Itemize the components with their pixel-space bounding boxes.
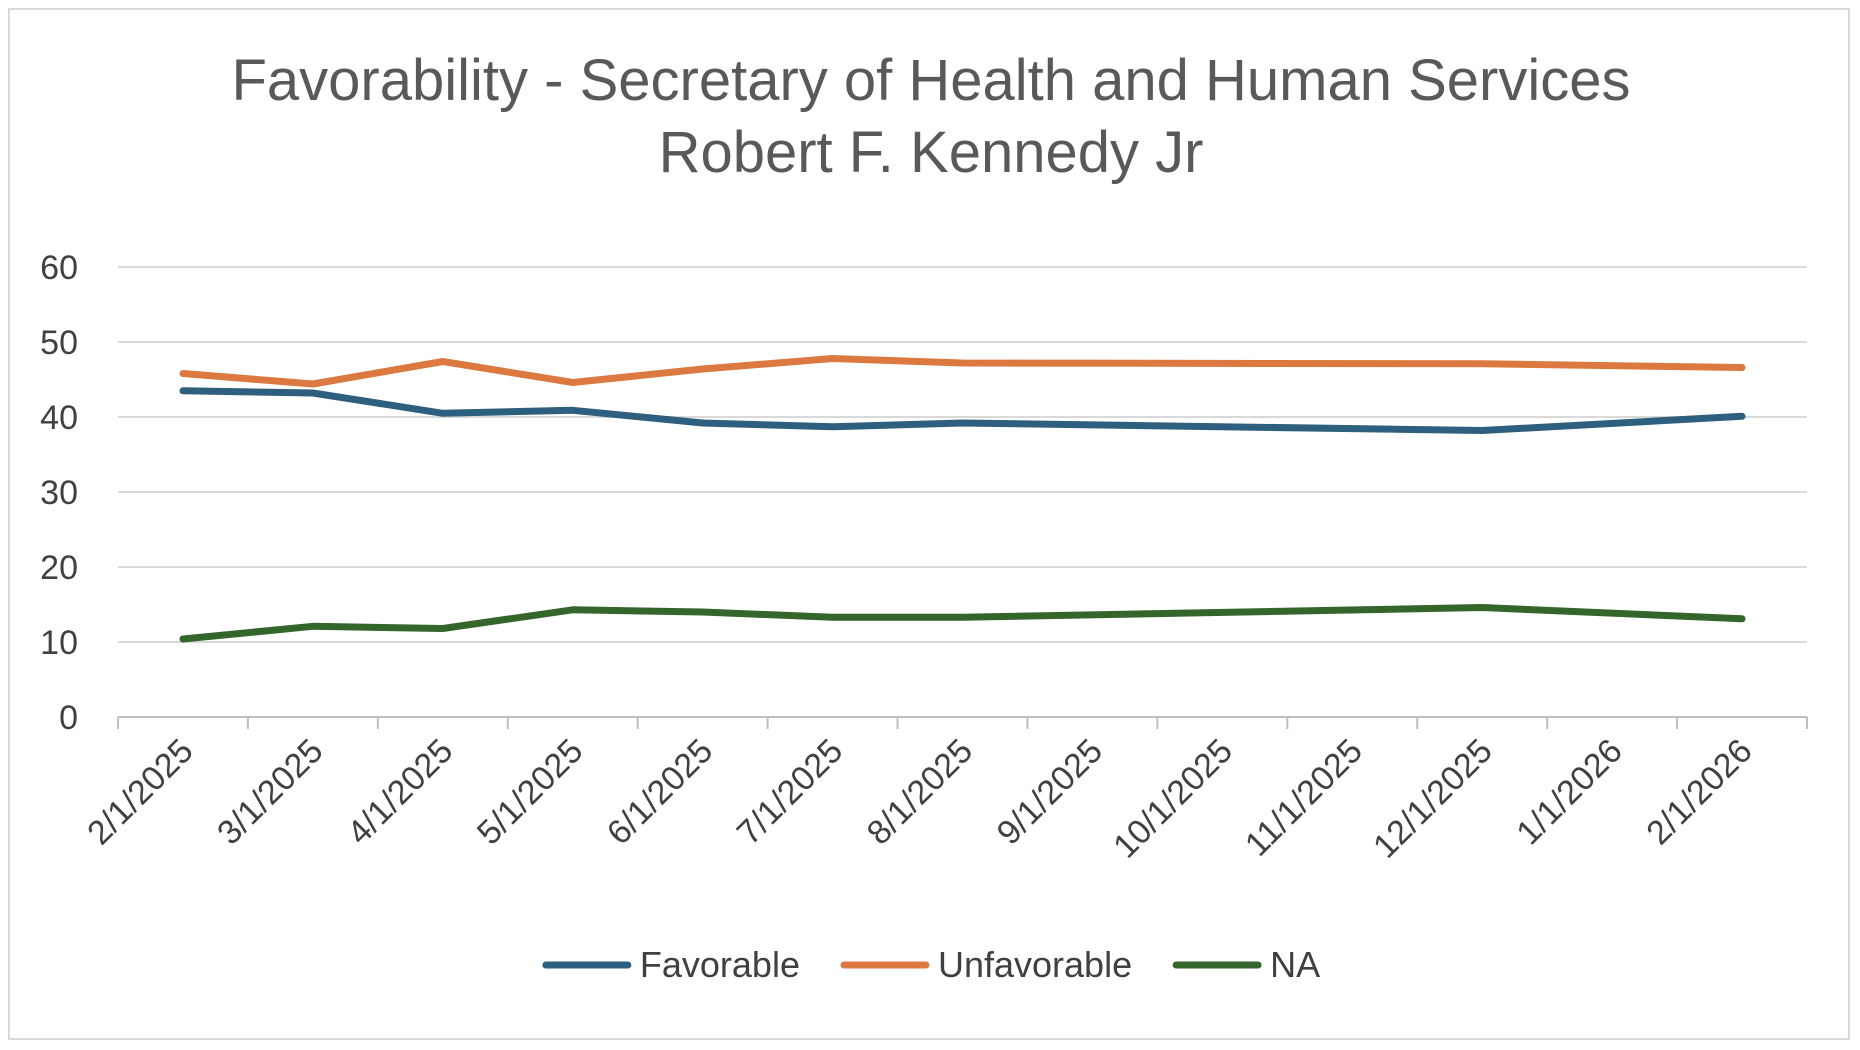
legend: Favorable Unfavorable NA [542, 944, 1320, 985]
x-tick-label: 7/1/2025 [730, 732, 850, 852]
series-lines [179, 355, 1746, 643]
x-axis [117, 716, 1808, 729]
legend-label: Unfavorable [938, 944, 1132, 985]
legend-item-na: NA [1172, 944, 1320, 985]
series-line-favorable [179, 387, 1746, 434]
x-tick-label: 5/1/2025 [470, 732, 590, 852]
x-tick-label: 10/1/2025 [1106, 732, 1240, 866]
y-tick-label-30: 30 [40, 474, 78, 512]
y-tick-label-20: 20 [40, 549, 78, 587]
legend-item-favorable: Favorable [542, 944, 800, 985]
gridlines [118, 266, 1807, 643]
x-tick-label: 9/1/2025 [990, 732, 1110, 852]
x-tick-label: 11/1/2025 [1238, 732, 1370, 864]
x-tick-label: 2/1/2025 [80, 732, 200, 852]
chart-title: Favorability - Secretary of Health and H… [231, 48, 1630, 185]
series-line-na [179, 604, 1746, 643]
y-tick-label-0: 0 [59, 699, 78, 737]
legend-item-unfavorable: Unfavorable [840, 944, 1132, 985]
x-tick-label: 3/1/2025 [210, 732, 330, 852]
x-tick-label: 1/1/2026 [1509, 732, 1629, 852]
y-tick-label-50: 50 [40, 324, 78, 362]
line-chart: Favorability - Secretary of Health and H… [40, 48, 1808, 985]
chart-frame: Favorability - Secretary of Health and H… [8, 8, 1850, 1040]
y-tick-label-40: 40 [40, 399, 78, 437]
series-line-unfavorable [179, 355, 1746, 388]
y-tick-label-60: 60 [40, 249, 78, 287]
x-tick-label: 12/1/2025 [1366, 732, 1500, 866]
x-axis-tick-labels: 2/1/2025 3/1/2025 4/1/2025 5/1/2025 6/1/2025… [80, 732, 1760, 866]
chart-title-line-1: Favorability - Secretary of Health and H… [231, 48, 1630, 113]
legend-label: NA [1270, 944, 1320, 985]
x-tick-label: 6/1/2025 [600, 732, 720, 852]
x-tick-label: 8/1/2025 [860, 732, 980, 852]
x-tick-label: 4/1/2025 [340, 732, 460, 852]
x-tick-label: 2/1/2026 [1639, 732, 1759, 852]
y-axis-tick-labels: 0 10 20 30 40 50 60 [40, 249, 78, 737]
y-tick-label-10: 10 [40, 624, 78, 662]
legend-label: Favorable [640, 944, 800, 985]
chart-title-line-2: Robert F. Kennedy Jr [659, 120, 1204, 185]
